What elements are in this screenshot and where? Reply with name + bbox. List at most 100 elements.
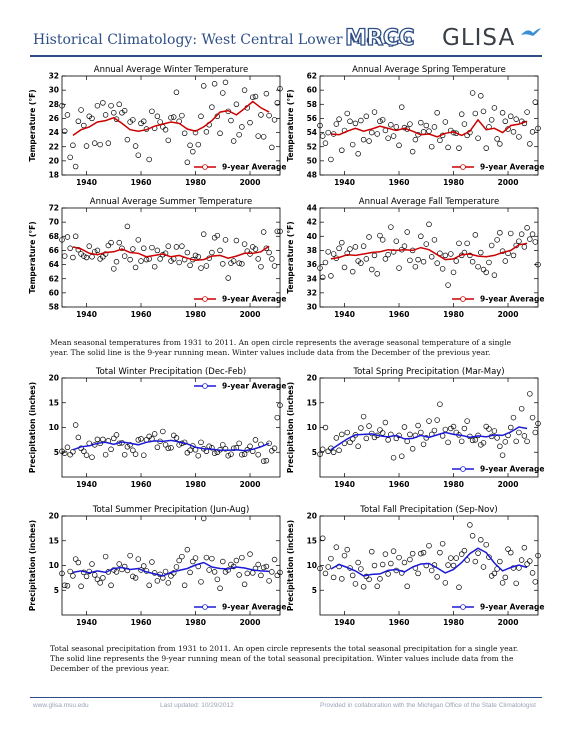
data-point [535, 125, 541, 132]
data-point [140, 245, 147, 252]
chart-svg: Total Fall Precipitation (Sep-Nov) 5 10 15 2… [286, 505, 544, 627]
data-point [412, 136, 419, 143]
data-point [461, 121, 468, 127]
data-point [75, 246, 82, 253]
data-point [271, 556, 278, 563]
data-point [70, 573, 76, 579]
data-point [190, 558, 196, 565]
data-point [176, 259, 182, 266]
data-point [67, 245, 73, 252]
x-tick-label: 2000 [240, 310, 261, 319]
x-tick-label: 2000 [498, 480, 519, 489]
data-point [64, 444, 71, 451]
footer-credit: Provided in collaboration with the Michi… [320, 702, 536, 709]
data-point [192, 252, 199, 259]
data-point [124, 136, 131, 143]
page-header: Historical Climatology: West Central Low… [0, 0, 571, 62]
data-point [173, 435, 180, 441]
data-point [483, 269, 489, 276]
data-point [502, 574, 509, 581]
x-tick-label: 1980 [185, 480, 206, 489]
data-point [173, 564, 180, 570]
data-point [469, 437, 476, 444]
y-tick-label: 10 [49, 561, 59, 570]
data-point [252, 437, 259, 443]
data-point [225, 567, 231, 573]
data-point [445, 439, 451, 446]
data-point [336, 447, 342, 454]
y-tick-label: 56 [307, 114, 317, 123]
legend-label: 9-year Average [222, 382, 286, 391]
glisa-logo: GLISA [442, 25, 516, 51]
data-point [121, 253, 128, 259]
y-tick-label: 40 [307, 232, 317, 241]
data-point [407, 556, 413, 563]
data-point [317, 565, 323, 572]
data-point [456, 145, 462, 151]
data-point [149, 559, 155, 565]
data-point [352, 581, 359, 587]
data-point [200, 231, 207, 237]
data-point [317, 265, 323, 271]
data-point [59, 570, 65, 577]
data-point [220, 261, 226, 267]
data-point [431, 124, 438, 130]
data-point [333, 121, 340, 127]
data-point [102, 553, 109, 560]
y-tick-label: 72 [49, 204, 59, 213]
data-point [154, 444, 161, 451]
data-point [513, 116, 519, 122]
temperature-charts: Annual Average Winter Temperature 18 20 22 2… [26, 62, 546, 342]
data-point [75, 118, 82, 125]
x-tick-label: 1940 [76, 618, 97, 627]
data-point [418, 233, 424, 240]
y-tick-label: 5 [54, 586, 59, 595]
data-point [100, 575, 106, 581]
x-tick-label: 1960 [389, 178, 410, 187]
plot-frame [319, 207, 539, 308]
data-point [442, 580, 449, 586]
y-tick-label: 50 [307, 156, 317, 165]
data-point [260, 564, 267, 571]
data-point [130, 246, 136, 252]
data-point [233, 557, 240, 564]
data-point [409, 550, 416, 557]
data-point [105, 140, 112, 146]
data-point [415, 422, 421, 429]
data-point [385, 251, 391, 258]
data-point [404, 438, 410, 445]
data-point [130, 573, 136, 580]
data-point [61, 582, 68, 589]
chart-svg: Total Spring Precipitation (Mar-May) 5 10 1… [286, 367, 544, 489]
data-point [269, 144, 275, 151]
data-point [333, 544, 340, 550]
data-point [113, 258, 120, 265]
data-point [369, 129, 375, 136]
data-point [168, 114, 174, 121]
footer-website[interactable]: www.glisa.msu.edu [33, 702, 89, 709]
data-point [146, 156, 152, 163]
data-point [516, 134, 522, 140]
chart-svg: Annual Average Winter Temperature 18 20 22 2… [28, 65, 286, 187]
data-point [363, 256, 370, 262]
data-point [472, 558, 479, 565]
data-point [418, 550, 424, 557]
data-point [363, 113, 370, 120]
data-point [426, 542, 432, 549]
data-point [330, 449, 337, 455]
data-point [252, 93, 259, 100]
data-point [81, 253, 87, 259]
data-point [89, 115, 95, 122]
data-point [407, 257, 413, 264]
chart-title: Total Summer Precipitation (Jun-Aug) [92, 505, 250, 515]
data-point [157, 256, 163, 262]
data-point [116, 561, 122, 567]
data-point [269, 256, 275, 262]
data-point [154, 578, 161, 584]
precipitation-charts: Total Winter Precipitation (Dec-Feb) 5 10 1… [26, 364, 546, 644]
data-point [502, 258, 509, 264]
data-point [140, 118, 147, 125]
data-point [467, 522, 473, 528]
plot-frame [61, 515, 281, 616]
data-point [360, 243, 367, 249]
